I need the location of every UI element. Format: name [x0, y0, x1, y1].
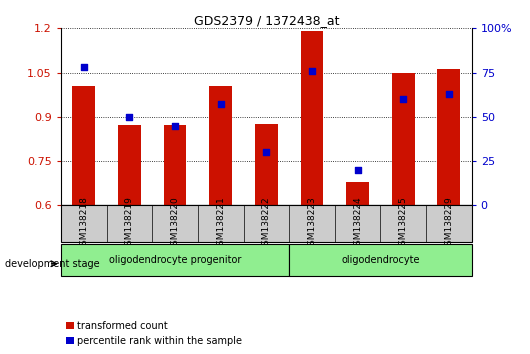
Point — [354, 167, 362, 173]
Bar — [255, 124, 278, 205]
Text: GSM138218: GSM138218 — [80, 196, 89, 251]
Text: GSM138220: GSM138220 — [171, 196, 180, 251]
Point — [80, 64, 88, 70]
Text: GSM138223: GSM138223 — [307, 196, 316, 251]
Text: GSM138219: GSM138219 — [125, 196, 134, 251]
Point — [125, 114, 134, 120]
Text: oligodendrocyte progenitor: oligodendrocyte progenitor — [109, 255, 241, 265]
Title: GDS2379 / 1372438_at: GDS2379 / 1372438_at — [193, 14, 339, 27]
Point — [308, 68, 316, 74]
Text: oligodendrocyte: oligodendrocyte — [341, 255, 420, 265]
Bar — [209, 86, 232, 205]
Point — [216, 102, 225, 107]
Text: GSM138225: GSM138225 — [399, 196, 408, 251]
Point — [399, 96, 408, 102]
Bar — [164, 125, 187, 205]
Legend: transformed count, percentile rank within the sample: transformed count, percentile rank withi… — [66, 321, 243, 346]
Text: development stage: development stage — [5, 259, 100, 269]
Text: GSM138224: GSM138224 — [353, 196, 362, 251]
Bar — [289, 244, 472, 276]
Point — [445, 91, 453, 97]
Bar — [61, 244, 289, 276]
Text: GSM138221: GSM138221 — [216, 196, 225, 251]
Bar — [392, 73, 414, 205]
Bar — [118, 125, 141, 205]
Bar — [73, 86, 95, 205]
Text: GSM138229: GSM138229 — [444, 196, 453, 251]
Bar — [346, 182, 369, 205]
Point — [262, 149, 270, 155]
Bar — [301, 31, 323, 205]
Text: GSM138222: GSM138222 — [262, 196, 271, 251]
Point — [171, 123, 179, 129]
Bar — [437, 69, 460, 205]
